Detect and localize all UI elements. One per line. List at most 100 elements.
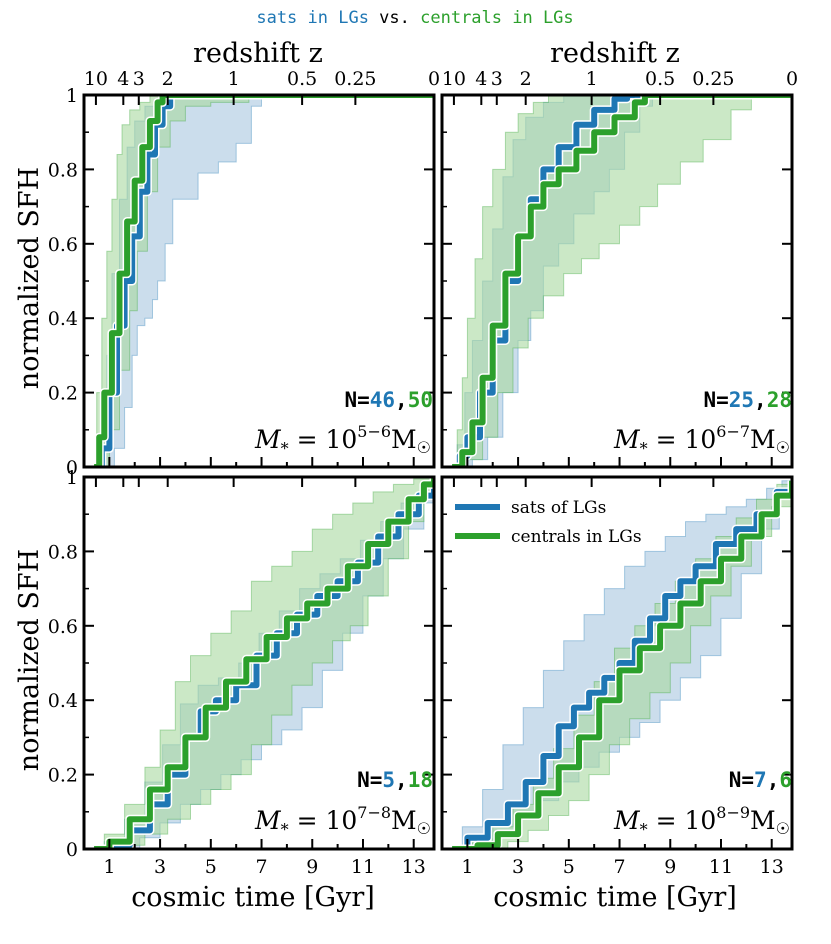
n-comma: , [395,388,408,412]
mass-exp: 5−6 [357,422,391,441]
plot-area [94,477,434,849]
plot-area [94,95,434,467]
n-count-top-right: N=25,28 [703,388,792,412]
x-tick-label: 5 [205,856,217,878]
n-count-bottom-left: N=5,18 [357,768,433,792]
n-prefix: N= [703,388,728,412]
n-sats: 5 [382,768,395,792]
mass-sun-symbol: ☉ [417,438,431,457]
x-tick-label: 7 [613,856,625,878]
z-tick-label: 4 [117,68,129,90]
x-tick-label: 7 [255,856,267,878]
mass-eq: = 10 [289,806,358,835]
z-tick-label: 1 [228,68,240,90]
x-tick-label: 9 [664,856,676,878]
y-tick-label: 0.6 [48,616,78,638]
n-prefix: N= [357,768,382,792]
mass-exp: 8−9 [716,803,750,822]
mass-sub: * [640,439,648,458]
mass-sun-symbol: ☉ [417,819,431,838]
mass-exp: 6−7 [716,422,750,441]
mass-sun-symbol: ☉ [776,819,790,838]
sats-median-line [96,95,434,467]
n-sats: 25 [729,388,754,412]
title-centrals: centrals in LGs [420,8,574,28]
z-tick-label: 4 [475,68,487,90]
y-tick-label: 0 [66,457,78,479]
x-tick-label: 3 [512,856,524,878]
x-tick-label: 9 [306,856,318,878]
n-sats: 46 [370,388,395,412]
z-tick-label: 2 [520,68,532,90]
z-tick-label: 1 [586,68,598,90]
z-tick-label: 10 [84,68,108,90]
mass-sub: * [640,820,648,839]
x-tick-label: 3 [154,856,166,878]
n-centrals: 6 [779,768,792,792]
y-tick-label: 0.4 [48,690,78,712]
y-tick-label: 0 [66,839,78,861]
centrals-median-line [452,480,792,849]
centrals-band [452,95,792,467]
z-tick-label: 3 [133,68,145,90]
sats-median-line [452,480,792,849]
mass-label-top-right: M* = 106−7M☉ [613,422,790,458]
panel-top-right: 10 4 3 2 1 0.5 0.25 0 [440,68,798,469]
ylabel-bottom: normalized SFH [14,549,45,771]
mass-exp: 7−8 [357,803,391,822]
mass-symbol: M [613,806,641,835]
z-tick-label: 10 [442,68,466,90]
mass-unit: M [391,425,417,454]
mass-unit: M [391,806,417,835]
n-centrals: 50 [408,388,433,412]
mass-symbol: M [254,425,282,454]
n-count-bottom-right: N=7,6 [729,768,792,792]
z-tick-label: 0.5 [287,68,317,90]
mass-label-top-left: M* = 105−6M☉ [254,422,431,458]
mass-eq: = 10 [648,425,717,454]
centrals-median-line [452,95,792,467]
z-tick-label: 0.25 [334,68,376,90]
y-tick-label: 0.2 [48,765,78,787]
mass-symbol: M [254,806,282,835]
y-tick-label: 1 [66,467,78,489]
mass-sub: * [281,439,289,458]
plot-area [452,95,792,467]
title-sats: sats in LGs [256,8,369,28]
legend-centrals-label: centrals in LGs [511,527,642,547]
y-tick-label: 0.4 [48,308,78,330]
z-tick-label: 0.25 [692,68,734,90]
panel-top-left: 10 4 3 2 1 0.5 0.25 0 0 0.2 0.4 0.6 0.8 1 [48,68,440,479]
plot-area [452,477,792,849]
centrals-median-line [94,477,434,849]
x-tick-label: 13 [402,856,426,878]
n-comma: , [754,388,767,412]
redshift-label-right-text: redshift z [550,38,680,69]
n-count-top-left: N=46,50 [344,388,433,412]
mass-unit: M [750,425,776,454]
x-tick-label: 11 [709,856,733,878]
redshift-label-right: redshift z [550,38,680,69]
centrals-median-line [94,95,434,467]
mass-eq: = 10 [289,425,358,454]
n-comma: , [395,768,408,792]
x-tick-label: 11 [351,856,375,878]
y-tick-label: 1 [66,85,78,107]
y-tick-label: 0.6 [48,234,78,256]
x-tick-label: 1 [461,856,473,878]
mass-label-bottom-left: M* = 107−8M☉ [254,803,431,839]
xlabel-right: cosmic time [Gyr] [493,882,737,913]
x-tick-label: 1 [103,856,115,878]
mass-label-bottom-right: M* = 108−9M☉ [613,803,790,839]
mass-sun-symbol: ☉ [776,438,790,457]
redshift-label-left: redshift z [193,38,323,69]
mass-symbol: M [613,425,641,454]
figure-title: sats in LGs vs. centrals in LGs [256,8,573,28]
mass-unit: M [750,806,776,835]
mass-sub: * [281,820,289,839]
y-tick-label: 0.8 [48,159,78,181]
z-tick-label: 0.5 [645,68,675,90]
n-sats: 7 [754,768,767,792]
y-tick-label: 0.8 [48,541,78,563]
